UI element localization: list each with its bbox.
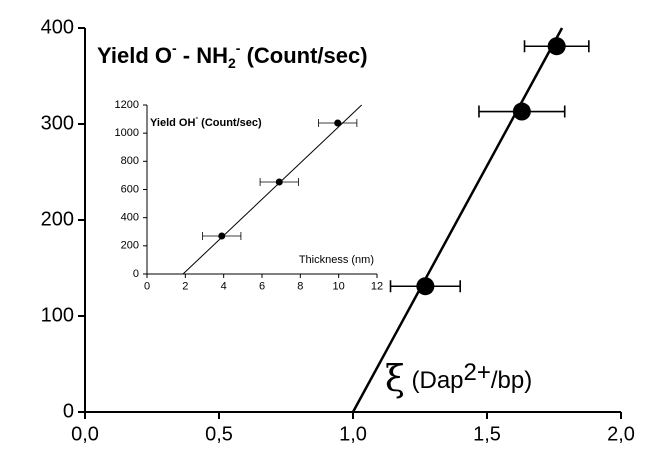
y-tick-label: 1200 [115,99,139,111]
annotation-sup: 2+ [464,359,491,386]
fit-line [182,104,363,275]
y-tick-label: 400 [121,212,139,224]
annotation-part: ξ [385,359,405,400]
annotation: ξ (Dap2+/bp) [385,359,532,400]
title-part: (Count/sec) [198,117,262,129]
inset-x-label: Thickness (nm) [299,254,374,266]
title-sup: - [172,40,177,56]
x-tick-label: 6 [259,281,265,293]
x-tick-label: 4 [221,281,227,293]
title-part: Yield OH [150,117,195,129]
chart-title: Yield O- - NH2- (Count/sec) [97,40,368,71]
title-sub: 2 [228,55,236,71]
title-part: Yield O [97,43,172,68]
inset-title: Yield OH- (Count/sec) [150,113,262,129]
title-part: (Count/sec) [240,43,367,68]
title-sup: - [195,113,198,122]
x-tick-label: 1,5 [473,423,501,445]
point [547,37,566,56]
x-tick-label: 2 [182,281,188,293]
x-tick-label: 0 [144,281,150,293]
point [416,277,435,296]
y-tick-label: 200 [41,208,74,230]
point [512,102,531,121]
point [275,178,283,186]
y-tick-label: 400 [41,16,74,38]
y-tick-label: 1000 [115,127,139,139]
inset-frame [107,95,387,302]
title-sup: - [236,40,241,56]
point [218,232,226,240]
y-tick-label: 0 [133,268,139,280]
y-tick-label: 600 [121,183,139,195]
y-tick-label: 300 [41,112,74,134]
y-tick-label: 100 [41,304,74,326]
x-tick-label: 12 [371,281,383,293]
x-tick-label: 10 [333,281,345,293]
x-tick-label: 2,0 [607,423,635,445]
x-tick-label: 0,0 [71,423,99,445]
x-tick-label: 0,5 [205,423,233,445]
annotation-part: /bp) [491,367,532,394]
x-tick-label: 8 [297,281,303,293]
y-tick-label: 0 [63,400,74,422]
x-tick-label: 1,0 [339,423,367,445]
annotation-part: (Dap [405,367,464,394]
point [334,119,342,127]
fit-line [351,27,564,413]
y-tick-label: 200 [121,240,139,252]
title-part: - NH [177,43,228,68]
y-tick-label: 800 [121,155,139,167]
